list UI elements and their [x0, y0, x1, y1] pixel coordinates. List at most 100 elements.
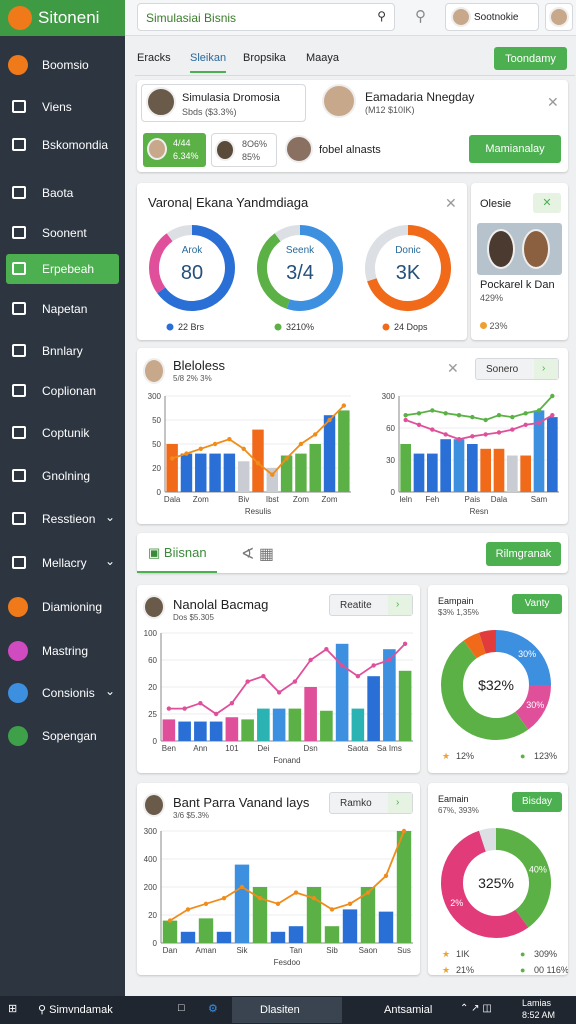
profile-button[interactable]	[545, 3, 573, 31]
task-icon[interactable]: ⚙	[208, 1003, 218, 1015]
bar	[320, 710, 333, 741]
underline	[137, 571, 217, 573]
card-button[interactable]: Reatite ›	[329, 594, 413, 616]
bar	[306, 887, 322, 943]
x-tick-label: Dsn	[304, 744, 318, 753]
nav-item[interactable]: Viens	[6, 92, 119, 122]
taskbar-search[interactable]: ⚲ Simvndamak	[38, 1004, 113, 1016]
line-point	[293, 890, 299, 895]
user-chip[interactable]: Sootnokie	[445, 3, 539, 31]
x-tick-label: Ibst	[266, 495, 280, 504]
search-icon[interactable]: ⚲	[377, 9, 386, 23]
bar	[162, 920, 178, 943]
x-tick-label: Ieln	[399, 495, 412, 504]
line-point	[430, 427, 435, 432]
bar	[342, 909, 358, 943]
card-button[interactable]: Sonero ›	[475, 358, 559, 380]
bar	[209, 453, 221, 492]
card-subtitle: 5/8 2% 3%	[173, 374, 212, 383]
app-logo[interactable]: Sitoneni	[0, 0, 125, 36]
avatar	[143, 793, 165, 817]
task-icon[interactable]: □	[178, 1002, 185, 1014]
nav-item[interactable]: Diamioning	[6, 592, 119, 622]
tab[interactable]: Bropsika	[243, 52, 286, 64]
line-point	[169, 456, 175, 461]
search-icon[interactable]: ⚲	[415, 8, 426, 25]
x-tick-label: Dan	[163, 946, 178, 955]
y-tick-label: 60	[386, 424, 395, 433]
expand-button[interactable]: ✕	[533, 193, 561, 213]
nav-label: Coptunik	[42, 426, 90, 440]
legend-icon: ★	[442, 751, 450, 761]
bar	[440, 439, 451, 492]
taskbar-search-text: Simvndamak	[49, 1004, 113, 1016]
close-button[interactable]: ✕	[447, 360, 459, 376]
gauge-value: 80	[181, 262, 203, 284]
nav-icon	[12, 226, 26, 239]
nav-item[interactable]: Soonent	[6, 218, 119, 248]
bar	[252, 429, 264, 492]
nav-item[interactable]: Consionis ⌄	[6, 678, 119, 708]
bar	[288, 708, 302, 741]
icons[interactable]: ∢ ▦	[241, 546, 274, 563]
chevron: ⌄	[104, 684, 115, 698]
tab-button[interactable]: Toondamy	[494, 47, 567, 70]
nav-label: Diamioning	[42, 600, 103, 614]
close-button[interactable]: ✕	[547, 94, 559, 110]
action-button[interactable]: Mamianalay	[469, 135, 561, 163]
nav-item[interactable]: Boomsio	[6, 50, 119, 80]
start-button[interactable]: ⊞	[8, 1003, 18, 1015]
nav-item[interactable]: Coptunik	[6, 418, 119, 448]
y-tick-label: 300	[148, 392, 162, 401]
nav-item[interactable]: Mellacry ⌄	[6, 548, 119, 578]
chart-card: Nanolal Bacmag Dos $5.305 Reatite › 100 60 20 2…	[137, 585, 420, 773]
tray[interactable]: ⌃ ↗ ◫	[460, 1003, 492, 1014]
bar	[467, 444, 478, 492]
nav-item[interactable]: Bnnlary	[6, 336, 119, 366]
line-point	[496, 430, 502, 435]
search-box[interactable]: Simulasiai Bisnis ⚲	[137, 3, 395, 31]
nav-icon	[8, 683, 28, 703]
nav-label: Mastring	[42, 644, 89, 658]
section-title[interactable]: ▣ Biisnan	[148, 545, 207, 560]
y-tick-label: 0	[157, 488, 162, 497]
nav-item[interactable]: Gnolning	[6, 461, 119, 491]
line-point	[227, 437, 232, 442]
donut-segment	[274, 225, 301, 242]
task-app[interactable]: Dlasiten	[232, 997, 342, 1023]
tab[interactable]: Maaya	[306, 52, 340, 64]
nav-item[interactable]: Bskomondia	[6, 130, 119, 160]
stat-chip[interactable]: 4/44 6.34%	[143, 133, 206, 167]
bar	[198, 918, 214, 943]
tab[interactable]: Eracks	[137, 52, 171, 64]
nav-item[interactable]: Mastring	[6, 636, 119, 666]
pie-button[interactable]: Vanty	[512, 594, 562, 614]
pie-legend: 309%	[534, 949, 557, 959]
trend-card: Bleloless 5/8 2% 3% ✕ Sonero › 300 50 50 20 0…	[137, 348, 568, 524]
nav-item[interactable]: Napetan	[6, 294, 119, 324]
bar	[398, 670, 412, 741]
person[interactable]: Simulasia Dromosia Sbds ($3.3%)	[141, 84, 306, 122]
bar	[295, 453, 307, 492]
section-button[interactable]: Rilmgranak	[486, 542, 561, 566]
task-app[interactable]: Antsamial	[362, 997, 452, 1023]
nav-item[interactable]: Erpebeah	[6, 254, 119, 284]
tab[interactable]: Sleikan	[190, 52, 227, 73]
nav-icon	[12, 344, 26, 357]
y-tick-label: 100	[144, 629, 158, 638]
pie-button[interactable]: Bisday	[512, 792, 562, 812]
card-subtitle: 67%, 393%	[438, 806, 479, 815]
donut-segment	[495, 828, 551, 928]
nav-item[interactable]: Baota	[6, 178, 119, 208]
bar	[378, 911, 394, 943]
close-button[interactable]: ✕	[445, 195, 457, 211]
y-tick-label: 50	[152, 416, 161, 425]
nav-label: Viens	[42, 100, 72, 114]
card-button[interactable]: Ramko ›	[329, 792, 413, 814]
nav-item[interactable]: Coplionan	[6, 376, 119, 406]
stat-chip[interactable]: 8O6% 85%	[211, 133, 277, 167]
line-point	[245, 679, 250, 684]
line	[405, 395, 553, 421]
nav-item[interactable]: Resstieon ⌄	[6, 504, 119, 534]
nav-item[interactable]: Sopengan	[6, 721, 119, 751]
